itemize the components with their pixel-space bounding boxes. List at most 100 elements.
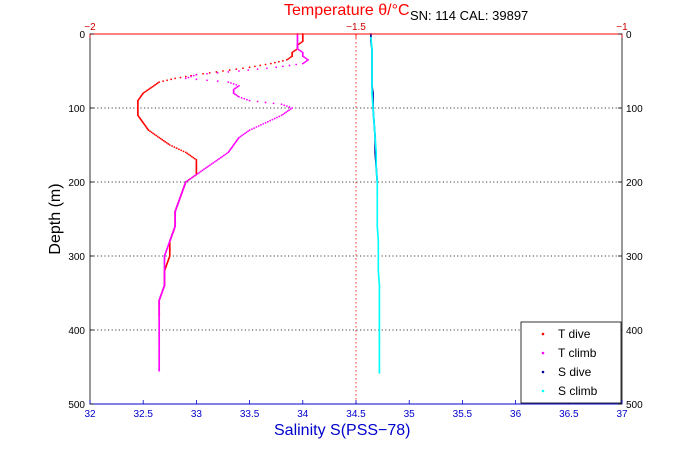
data-point (193, 157, 196, 160)
depth-tick-label-right-0: 0 (626, 30, 632, 41)
data-point (230, 82, 232, 84)
data-point (246, 98, 248, 101)
depth-tick-label-right-2: 200 (626, 178, 643, 189)
depth-tick-label-right-3: 300 (626, 252, 643, 263)
data-point (295, 48, 298, 51)
depth-tick-label-left-0: 0 (79, 30, 85, 41)
data-point (213, 161, 216, 163)
data-point (215, 71, 218, 73)
data-point (235, 68, 238, 71)
data-point (152, 84, 155, 87)
data-point (286, 110, 289, 113)
legend-label-0: T dive (558, 327, 591, 341)
data-point (293, 49, 296, 52)
series-s-climb (370, 36, 381, 374)
data-point (245, 131, 248, 134)
data-point (260, 124, 262, 126)
data-point (297, 48, 300, 51)
salinity-tick-label-3: 33.5 (240, 409, 260, 420)
salinity-tick-label-6: 35 (404, 409, 416, 420)
legend-marker-0 (541, 332, 545, 336)
depth-tick-label-right-4: 400 (626, 326, 643, 337)
data-point (190, 176, 193, 179)
data-point (155, 83, 158, 85)
data-point (256, 100, 259, 103)
data-point (197, 172, 199, 175)
data-point (190, 75, 192, 78)
data-point (244, 132, 246, 135)
data-point (155, 134, 158, 137)
data-point (295, 63, 298, 66)
data-point (187, 153, 190, 156)
data-point (218, 157, 221, 160)
data-point (200, 170, 202, 173)
data-point (257, 125, 260, 127)
data-point (179, 76, 182, 79)
data-point (288, 109, 291, 112)
data-point (173, 146, 176, 149)
data-point (291, 107, 294, 109)
salinity-tick-label-4: 34 (297, 409, 309, 420)
data-point (288, 57, 291, 59)
data-point (247, 130, 249, 133)
data-point (232, 88, 235, 91)
legend-box (520, 321, 622, 404)
data-point (219, 156, 222, 159)
data-point (171, 145, 173, 147)
temperature-axis-label: Temperature θ/°C (284, 2, 410, 19)
data-point (248, 129, 251, 132)
legend-marker-3 (541, 389, 545, 393)
data-point (192, 175, 195, 178)
data-point (208, 71, 211, 74)
depth-tick-label-left-2: 200 (68, 178, 85, 189)
data-point (222, 154, 225, 157)
data-point (222, 70, 224, 72)
data-point (247, 69, 250, 71)
data-point (292, 50, 295, 53)
salinity-tick-label-2: 33 (191, 409, 203, 420)
data-point (170, 78, 173, 81)
data-point (195, 73, 198, 76)
data-point (234, 93, 236, 96)
legend-marker-2 (541, 370, 545, 374)
data-point (228, 69, 231, 71)
data-point (242, 67, 244, 70)
data-point (282, 113, 284, 116)
data-point (184, 151, 187, 154)
data-point (280, 114, 283, 117)
data-point (283, 104, 286, 107)
data-point (184, 77, 187, 80)
salinity-axis-label: Salinity S(PSS−78) (274, 422, 411, 439)
data-point (300, 41, 303, 44)
data-point (227, 71, 230, 73)
data-point (281, 65, 284, 68)
data-point (303, 61, 306, 64)
data-point (153, 133, 156, 136)
salinity-tick-label-10: 37 (616, 409, 628, 420)
data-point (168, 144, 171, 146)
data-point (303, 56, 306, 59)
data-point (192, 74, 195, 77)
data-point (243, 97, 246, 100)
data-point (152, 132, 154, 135)
salinity-tick-label-9: 36.5 (559, 409, 579, 420)
data-point (289, 56, 292, 59)
data-point (187, 76, 190, 79)
data-point (198, 171, 201, 174)
data-point (201, 169, 204, 172)
data-point (162, 80, 165, 83)
chart-title: SN: 114 CAL: 39897 (410, 8, 528, 23)
data-point (156, 135, 159, 138)
data-point (147, 88, 150, 91)
salinity-tick-label-5: 34.5 (346, 409, 366, 420)
data-point (186, 180, 189, 182)
data-point (238, 70, 240, 72)
data-point (285, 59, 288, 61)
data-point (167, 143, 170, 145)
data-point (187, 178, 190, 181)
legend-label-1: T climb (558, 346, 597, 360)
data-point (291, 55, 294, 58)
legend-label-2: S dive (558, 365, 592, 379)
data-point (184, 181, 187, 183)
legend: T dive T climb S dive S climb (520, 321, 622, 404)
